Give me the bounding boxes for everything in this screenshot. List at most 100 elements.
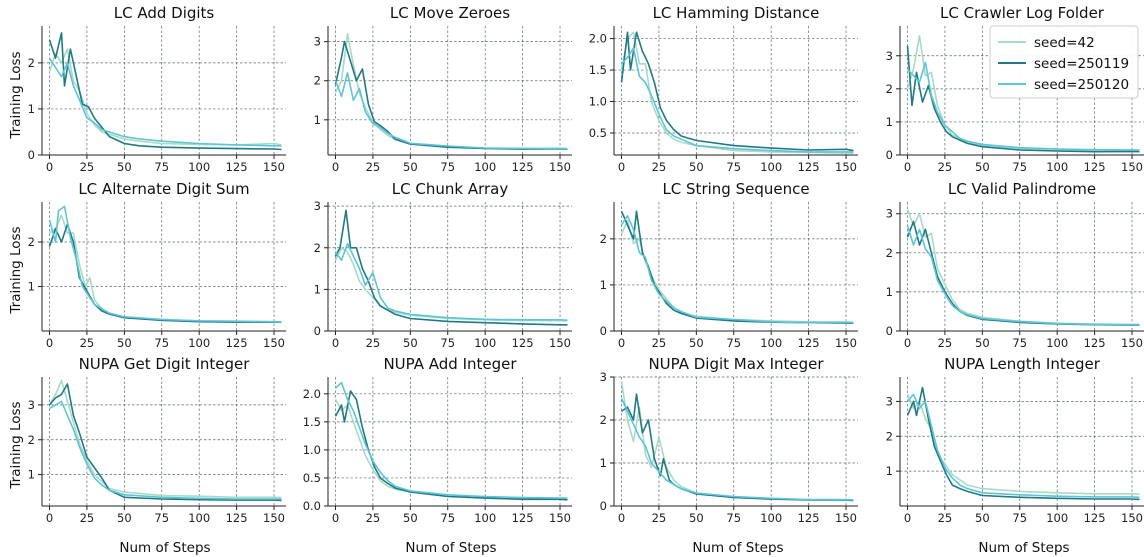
legend-frame [989, 25, 1139, 99]
panel-2-xtick-100: 100 [474, 160, 496, 174]
panel-11-ytick-0: 0 [600, 499, 607, 513]
panel-6-xtick-100: 100 [474, 336, 496, 350]
panel-6-ytick-1: 1 [314, 282, 321, 296]
panel-7-line-seed-250119 [620, 210, 854, 324]
panel-3-title: LC Hamming Distance [653, 4, 820, 22]
legend-label-seed-250120: seed=250120 [1034, 77, 1129, 93]
panel-5-line-seed-250120 [48, 205, 282, 323]
panel-8: LC Valid Palindrome 0 25 50 75 100 125 150 0 1 2 3 [886, 180, 1144, 350]
panel-4-xtick-100: 100 [1046, 160, 1068, 174]
panel-3-ytick-3: 2.0 [589, 32, 607, 46]
panel-2-ytick-2: 3 [314, 35, 321, 49]
panel-2-xtick-25: 25 [366, 160, 381, 174]
panel-4-line-seed-250119 [906, 45, 1140, 153]
panel-4-ytick-3: 3 [886, 49, 893, 63]
panel-3-line-seed-42 [620, 31, 854, 154]
panel-10-xtick-150: 150 [549, 511, 571, 525]
panel-2-ytick-1: 2 [314, 74, 321, 88]
panel-6-line-seed-250120 [334, 242, 568, 321]
panel-1-xtick-50: 50 [117, 160, 132, 174]
panel-9-ytick-1: 2 [28, 433, 35, 447]
panel-11-title: NUPA Digit Max Integer [648, 355, 824, 373]
xlabel-col-1: Num of Steps [119, 540, 210, 556]
panel-4-xtick-0: 0 [904, 160, 911, 174]
panel-7-xtick-125: 125 [798, 336, 820, 350]
panel-7-xtick-100: 100 [760, 336, 782, 350]
panel-3-xtick-50: 50 [689, 160, 704, 174]
panel-12-xtick-25: 25 [938, 511, 953, 525]
panel-1-line-seed-42 [48, 48, 282, 146]
panel-11-xtick-0: 0 [618, 511, 625, 525]
panel-6-xtick-25: 25 [366, 336, 381, 350]
panel-10-line-seed-250120 [334, 381, 568, 499]
panel-10: NUPA Add Integer 0 25 50 75 100 125 150 0.0 0.5 1.… [303, 355, 572, 525]
panel-10-xtick-25: 25 [366, 511, 381, 525]
panel-10-ytick-0: 0.0 [303, 499, 321, 513]
panel-3-ytick-2: 1.5 [589, 63, 607, 77]
panel-7-line-seed-42 [620, 219, 854, 323]
panel-6-ytick-0: 0 [314, 324, 321, 338]
panel-8-xtick-25: 25 [938, 336, 953, 350]
ylabel-row-3: Training Loss [8, 401, 24, 489]
panel-8-line-seed-250119 [906, 220, 1140, 326]
panel-5-xtick-75: 75 [154, 336, 169, 350]
panel-2-line-seed-42 [334, 33, 568, 151]
panel-6-line-seed-250119 [334, 209, 568, 326]
panel-1-xtick-150: 150 [263, 160, 285, 174]
panel-3: LC Hamming Distance 0 25 50 75 100 125 150 0.5 1.… [589, 4, 858, 174]
panel-5-xtick-150: 150 [263, 336, 285, 350]
panel-6-ytick-3: 3 [314, 199, 321, 213]
panel-2-xtick-75: 75 [440, 160, 455, 174]
panel-1-title: LC Add Digits [114, 4, 215, 22]
panel-11-xtick-50: 50 [689, 511, 704, 525]
panel-7-ytick-1: 1 [600, 278, 607, 292]
panel-12: NUPA Length Integer 0 25 50 75 100 125 150 1 2 3 [886, 355, 1144, 525]
panel-5-xtick-100: 100 [188, 336, 210, 350]
panel-5-line-seed-250119 [48, 223, 282, 323]
panel-7-ytick-0: 0 [600, 324, 607, 338]
panel-9-xtick-25: 25 [80, 511, 95, 525]
panel-1-xtick-75: 75 [154, 160, 169, 174]
panel-11-xtick-150: 150 [835, 511, 857, 525]
legend-label-seed-250119: seed=250119 [1034, 56, 1129, 72]
panel-12-xtick-50: 50 [975, 511, 990, 525]
xlabel-col-4: Num of Steps [978, 540, 1069, 556]
panel-7-title: LC String Sequence [662, 180, 809, 198]
panel-8-xtick-100: 100 [1046, 336, 1068, 350]
panel-9: NUPA Get Digit Integer 0 25 50 75 100 125 150 1 2… [28, 355, 286, 525]
panel-12-xtick-0: 0 [904, 511, 911, 525]
panel-1-line-seed-250119 [48, 32, 282, 151]
panel-1-xtick-25: 25 [80, 160, 95, 174]
panel-11-ytick-2: 2 [600, 413, 607, 427]
panel-11-xtick-100: 100 [760, 511, 782, 525]
panel-12-ytick-0: 1 [886, 464, 893, 478]
panel-3-xtick-75: 75 [726, 160, 741, 174]
panel-3-ytick-0: 0.5 [589, 126, 607, 140]
panel-9-xtick-125: 125 [226, 511, 248, 525]
panel-2: LC Move Zeroes 0 25 50 75 100 125 150 1 2 3 [314, 4, 572, 174]
panel-2-line-seed-250119 [334, 40, 568, 150]
panel-9-xtick-50: 50 [117, 511, 132, 525]
panel-2-line-seed-250120 [334, 72, 568, 150]
panel-6-xtick-75: 75 [440, 336, 455, 350]
panel-12-xtick-100: 100 [1046, 511, 1068, 525]
panel-4-xtick-25: 25 [938, 160, 953, 174]
panel-10-ytick-2: 1.0 [303, 443, 321, 457]
panel-8-ytick-2: 2 [886, 246, 893, 260]
panel-9-title: NUPA Get Digit Integer [79, 355, 251, 373]
panel-5-line-seed-42 [49, 214, 282, 324]
panel-3-xtick-125: 125 [798, 160, 820, 174]
panel-1-ytick-1: 1 [28, 102, 35, 116]
panel-5-ytick-1: 2 [28, 235, 35, 249]
panel-12-xtick-75: 75 [1012, 511, 1027, 525]
panel-7-xtick-0: 0 [618, 336, 625, 350]
panel-9-xtick-100: 100 [188, 511, 210, 525]
panel-4-title: LC Crawler Log Folder [940, 4, 1105, 22]
panel-10-ytick-4: 2.0 [303, 387, 321, 401]
panel-9-line-seed-250120 [49, 400, 282, 500]
xlabel-col-2: Num of Steps [405, 540, 496, 556]
panel-11: NUPA Digit Max Integer 0 25 50 75 100 125 150 0 1… [600, 355, 858, 525]
panel-6: LC Chunk Array 0 25 50 75 100 125 150 0 1 2 3 [314, 180, 572, 350]
